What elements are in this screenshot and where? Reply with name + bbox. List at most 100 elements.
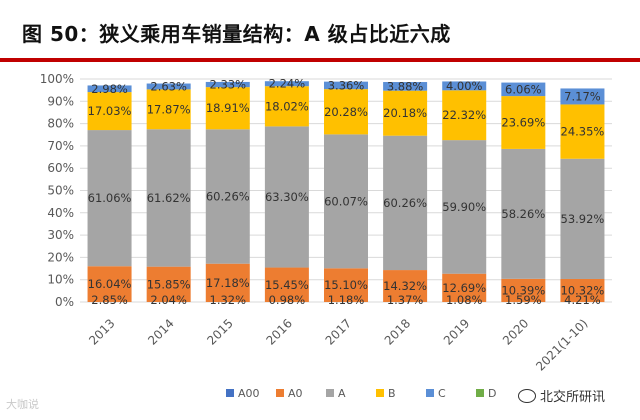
bar-segment-c <box>146 83 191 90</box>
data-label: 15.45% <box>265 278 309 292</box>
y-tick-label: 0% <box>55 295 74 309</box>
data-label: 61.62% <box>147 191 191 205</box>
bar-stack-group <box>87 81 605 302</box>
data-label: 20.28% <box>324 105 368 119</box>
x-tick-label: 2017 <box>323 316 354 347</box>
legend-swatch-a <box>326 389 334 397</box>
y-tick-label: 10% <box>47 273 74 287</box>
data-label: 60.07% <box>324 194 368 208</box>
legend-label: C <box>438 387 446 400</box>
bar-segment-a0 <box>442 273 487 302</box>
data-label: 53.92% <box>561 212 605 226</box>
bar-segment-b <box>501 96 546 149</box>
bar-segment-c <box>205 81 250 88</box>
data-label: 60.26% <box>383 196 427 210</box>
legend-label: A <box>338 387 346 400</box>
y-tick-label: 80% <box>47 117 74 131</box>
bar-segment-a0 <box>264 267 309 302</box>
bar-segment-a0 <box>146 266 191 302</box>
data-label: 59.90% <box>442 200 486 214</box>
watermark-left-text: 大咖说 <box>6 398 39 411</box>
watermark-right: 北交所研讯 <box>518 386 605 405</box>
legend-swatch-a0 <box>276 389 284 397</box>
bar-segment-a <box>383 135 428 271</box>
data-label: 10.32% <box>561 283 605 297</box>
bar-segment-b <box>442 90 487 141</box>
y-tick-label: 30% <box>47 228 74 242</box>
watermark-right-text: 北交所研讯 <box>540 390 606 405</box>
data-label: 2.63% <box>150 79 187 93</box>
data-label: 3.88% <box>387 79 424 93</box>
bar-segment-b <box>205 87 250 130</box>
data-label: 7.17% <box>564 89 601 103</box>
bar-segment-a0 <box>383 270 428 302</box>
data-label: 63.30% <box>265 190 309 204</box>
bottom-data-label: 2.85% <box>91 293 128 307</box>
bar-segment-b <box>146 89 191 130</box>
bottom-data-label: 1.32% <box>210 293 247 307</box>
data-label: 4.00% <box>446 79 483 93</box>
data-label: 2.33% <box>210 78 247 92</box>
bar-segment-a <box>264 126 309 268</box>
y-tick-label: 60% <box>47 161 74 175</box>
y-tick-label: 100% <box>40 72 74 86</box>
y-tick-label: 50% <box>47 184 74 198</box>
y-tick-label: 40% <box>47 206 74 220</box>
bottom-data-label: 1.37% <box>387 293 424 307</box>
bottom-data-label: 1.18% <box>328 293 365 307</box>
x-axis: 2013 2014 2015 2016 2017 2018 2019 2020 2021(1-1… <box>86 316 590 373</box>
y-axis: 0% 10% 20% 30% 40% 50% 60% 70% 80% 90% 100% <box>40 72 74 309</box>
data-label: 2.24% <box>269 77 306 91</box>
bar-segment-a <box>146 129 191 267</box>
data-label: 58.26% <box>501 207 545 221</box>
data-labels: 16.04% 61.06% 17.03% 2.98% 2.85% 15.85% 61.62%… <box>88 77 605 307</box>
bar-segment-a <box>205 129 250 264</box>
bottom-data-label: 1.08% <box>446 293 483 307</box>
legend-label: A0 <box>288 387 303 400</box>
data-label: 12.69% <box>442 281 486 295</box>
legend-label: B <box>388 387 396 400</box>
bar-segment-c <box>501 82 546 97</box>
data-label: 10.39% <box>501 283 545 297</box>
x-tick-label: 2018 <box>382 316 413 347</box>
data-label: 24.35% <box>561 125 605 139</box>
bottom-data-label: 4.21% <box>564 293 601 307</box>
bar-segment-a0 <box>560 278 605 302</box>
legend-swatch-a00 <box>226 389 234 397</box>
bar-segment-c <box>87 85 132 93</box>
chart-title: 图 50：狭义乘用车销量结构：A 级占比近六成 <box>22 22 451 46</box>
bar-segment-a0 <box>324 268 368 302</box>
x-tick-label: 2014 <box>145 316 176 347</box>
legend-label: D <box>488 387 496 400</box>
data-label: 17.87% <box>147 102 191 116</box>
data-label: 23.69% <box>501 115 545 129</box>
bar-segment-a <box>501 148 546 279</box>
data-label: 16.04% <box>88 277 132 291</box>
bar-segment-a <box>442 140 487 274</box>
bar-segment-a <box>324 134 368 269</box>
bar-segment-b <box>324 89 368 135</box>
y-tick-label: 90% <box>47 94 74 108</box>
bar-segment-b <box>383 90 428 136</box>
bar-segment-a0 <box>501 278 546 302</box>
data-label: 17.18% <box>206 276 250 290</box>
bottom-data-label: 2.04% <box>150 293 187 307</box>
data-label: 15.10% <box>324 278 368 292</box>
legend-swatch-c <box>426 389 434 397</box>
watermark-left: 大咖说 <box>6 396 39 412</box>
data-label: 15.85% <box>147 277 191 291</box>
data-label: 3.36% <box>328 78 365 92</box>
bar-segment-b <box>560 104 605 159</box>
title-rule <box>0 58 640 62</box>
y-tick-label: 70% <box>47 139 74 153</box>
x-tick-label: 2015 <box>204 316 235 347</box>
legend: A00 A0 A B C D <box>226 387 496 400</box>
bar-segment-c <box>324 81 368 90</box>
bar-segment-a <box>87 130 132 267</box>
bar-segment-c <box>442 81 487 91</box>
x-tick-label: 2016 <box>264 316 295 347</box>
legend-swatch-d <box>476 389 484 397</box>
bar-segment-b <box>87 92 132 131</box>
legend-swatch-b <box>376 389 384 397</box>
x-tick-label: 2021(1-10) <box>533 316 590 373</box>
